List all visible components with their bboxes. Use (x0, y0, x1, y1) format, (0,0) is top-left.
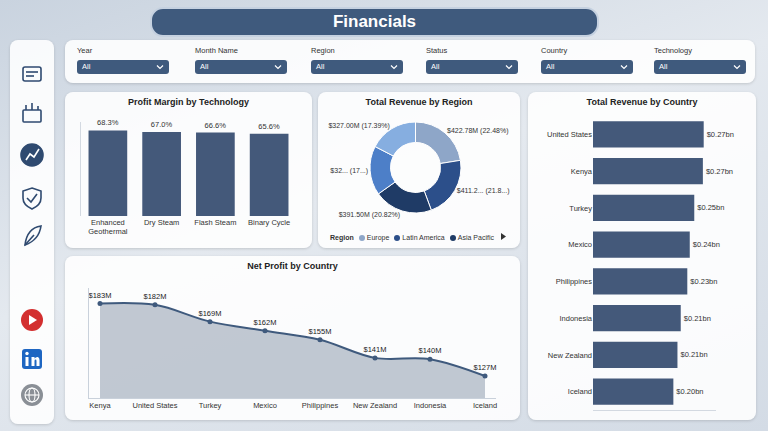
svg-text:Turkey: Turkey (569, 204, 592, 213)
svg-text:$0.25bn: $0.25bn (697, 203, 724, 212)
html-text:Month Name: Month Name (195, 46, 238, 55)
html-text:Financials: Financials (332, 12, 417, 31)
svg-text:$169M: $169M (199, 309, 222, 318)
svg-text:$327.00M (17.39%): $327.00M (17.39%) (328, 122, 389, 130)
html-text:All: All (316, 62, 325, 71)
svg-text:68.3%: 68.3% (97, 118, 119, 127)
svg-text:$0.20bn: $0.20bn (676, 387, 703, 396)
svg-text:$411.2... (21.8...): $411.2... (21.8...) (457, 187, 510, 195)
svg-text:$0.21bn: $0.21bn (680, 350, 707, 359)
svg-text:$0.23bn: $0.23bn (690, 277, 717, 286)
svg-text:$140M: $140M (419, 346, 442, 355)
html-text:Total Revenue by Country: Total Revenue by Country (586, 97, 698, 107)
svg-text:United States: United States (132, 401, 177, 410)
html-text:Europe: Europe (366, 234, 390, 241)
svg-text:Mexico: Mexico (253, 401, 277, 410)
svg-text:67.0%: 67.0% (151, 120, 173, 129)
svg-text:$391.50M (20.82%): $391.50M (20.82%) (339, 211, 400, 219)
svg-text:Dry Steam: Dry Steam (144, 218, 179, 227)
svg-text:United States: United States (547, 130, 592, 139)
svg-text:$127M: $127M (474, 363, 497, 372)
svg-text:Kenya: Kenya (571, 167, 593, 176)
html-text:Total Revenue by Region: Total Revenue by Region (365, 97, 473, 107)
html-text:Asia Pacific: Asia Pacific (457, 234, 494, 241)
html-text:Region: Region (311, 46, 335, 55)
html-text:Year: Year (77, 46, 93, 55)
svg-text:65.6%: 65.6% (258, 122, 280, 131)
html-text:All: All (546, 62, 555, 71)
html-text:Technology: Technology (654, 46, 692, 55)
svg-text:$182M: $182M (144, 292, 167, 301)
html-text:Status: Status (426, 46, 448, 55)
svg-text:$32... (17...): $32... (17...) (330, 167, 368, 175)
svg-text:$141M: $141M (364, 345, 387, 354)
svg-text:Philippines: Philippines (556, 277, 593, 286)
svg-text:Flash Steam: Flash Steam (194, 218, 236, 227)
svg-text:$0.21bn: $0.21bn (684, 314, 711, 323)
svg-text:$0.27bn: $0.27bn (707, 130, 734, 139)
svg-text:EnhancedGeothermal: EnhancedGeothermal (88, 218, 128, 237)
svg-text:Iceland: Iceland (473, 401, 497, 410)
svg-text:Indonesia: Indonesia (559, 314, 592, 323)
html-text:Profit Margin by Technology: Profit Margin by Technology (128, 97, 249, 107)
html-text:Net Profit by Country: Net Profit by Country (247, 261, 338, 271)
svg-text:$155M: $155M (309, 327, 332, 336)
svg-text:$0.27bn: $0.27bn (706, 167, 733, 176)
svg-text:Binary Cycle: Binary Cycle (248, 218, 290, 227)
svg-text:$183M: $183M (89, 291, 112, 300)
html-text:Country: Country (541, 46, 568, 55)
html-text:All: All (431, 62, 440, 71)
svg-text:Mexico: Mexico (568, 240, 592, 249)
html-text:All: All (200, 62, 209, 71)
svg-text:Kenya: Kenya (89, 401, 111, 410)
svg-text:Indonesia: Indonesia (414, 401, 447, 410)
html-text:All: All (82, 62, 91, 71)
html-text:Region: Region (330, 234, 354, 241)
svg-text:Turkey: Turkey (199, 401, 222, 410)
svg-text:Philippines: Philippines (302, 401, 339, 410)
html-text:Latin America: Latin America (402, 234, 445, 241)
svg-text:New Zealand: New Zealand (353, 401, 397, 410)
svg-text:$422.78M (22.48%): $422.78M (22.48%) (447, 127, 508, 135)
svg-text:$0.24bn: $0.24bn (693, 240, 720, 249)
svg-text:66.6%: 66.6% (205, 121, 227, 130)
svg-text:$162M: $162M (254, 318, 277, 327)
html-text:All: All (659, 62, 668, 71)
svg-text:New Zealand: New Zealand (548, 351, 592, 360)
svg-text:Iceland: Iceland (568, 387, 592, 396)
